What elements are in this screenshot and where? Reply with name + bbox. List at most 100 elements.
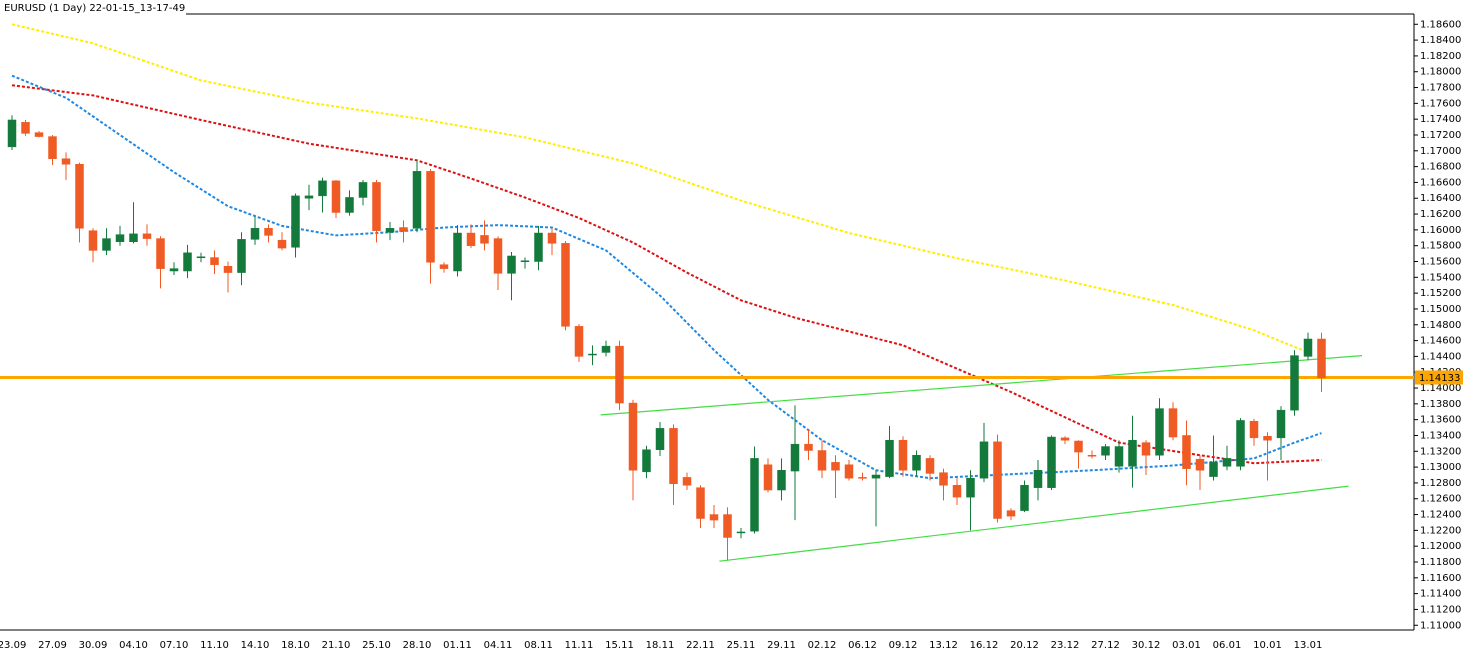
x-tick-label: 11.11: [565, 640, 594, 651]
candle-body: [1222, 458, 1232, 467]
candle-body: [1155, 408, 1164, 456]
candle-body: [34, 132, 44, 137]
candle-body: [655, 428, 665, 450]
candle-body: [129, 233, 138, 242]
x-tick-label: 11.10: [200, 640, 229, 651]
x-tick-label: 23.09: [0, 640, 26, 651]
x-tick-label: 25.10: [362, 640, 391, 651]
candle-body: [1020, 485, 1029, 511]
y-tick-label: 1.13000: [1420, 462, 1461, 473]
y-tick-label: 1.12000: [1420, 541, 1461, 552]
candle-body: [939, 472, 948, 486]
y-tick-label: 1.17200: [1420, 130, 1461, 141]
y-tick-label: 1.16400: [1420, 193, 1461, 204]
candle-body: [115, 234, 125, 242]
x-tick-label: 20.12: [1010, 640, 1039, 651]
x-tick-label: 14.10: [241, 640, 270, 651]
y-tick-label: 1.14400: [1420, 351, 1461, 362]
x-tick-label: 03.01: [1172, 640, 1201, 651]
chart-title: EURUSD (1 Day) 22-01-15_13-17-49: [4, 3, 185, 14]
candle-body: [1101, 446, 1110, 456]
x-tick-label: 18.10: [281, 640, 310, 651]
candle-body: [183, 252, 192, 272]
candle-body: [1317, 338, 1326, 378]
y-tick-label: 1.13600: [1420, 415, 1461, 426]
y-tick-label: 1.15400: [1420, 272, 1461, 283]
y-tick-label: 1.16000: [1420, 225, 1461, 236]
y-tick-label: 1.11400: [1420, 589, 1461, 600]
candle-body: [871, 474, 881, 479]
x-tick-label: 21.10: [322, 640, 351, 651]
y-tick-label: 1.17000: [1420, 146, 1461, 157]
y-tick-label: 1.11000: [1420, 620, 1461, 631]
trendline: [719, 485, 1349, 562]
y-tick-label: 1.16800: [1420, 162, 1461, 173]
x-tick-label: 27.09: [38, 640, 67, 651]
x-tick-label: 28.10: [403, 640, 432, 651]
candle-body: [520, 260, 530, 262]
candle-body: [588, 353, 597, 356]
candle-body: [979, 441, 989, 479]
candle-body: [628, 402, 638, 471]
x-tick-label: 29.11: [767, 640, 796, 651]
candle-body: [912, 454, 921, 471]
x-tick-label: 08.11: [524, 640, 553, 651]
candle-body: [358, 182, 368, 198]
candle-body: [1060, 437, 1070, 441]
candle-body: [1236, 420, 1245, 467]
candle-body: [1141, 442, 1151, 456]
candle-body: [507, 255, 516, 274]
candle-body: [1087, 454, 1097, 457]
candle-body: [993, 441, 1002, 519]
candle-body: [831, 462, 840, 471]
y-tick-label: 1.18200: [1420, 51, 1461, 62]
candle-body: [966, 477, 975, 498]
candle-body: [304, 195, 314, 199]
candle-body: [1182, 435, 1191, 469]
candle-body: [723, 514, 732, 538]
x-tick-label: 10.01: [1253, 640, 1282, 651]
candle-body: [763, 464, 773, 491]
y-tick-label: 1.13200: [1420, 446, 1461, 457]
y-tick-label: 1.12600: [1420, 494, 1461, 505]
y-tick-label: 1.15200: [1420, 288, 1461, 299]
y-tick-label: 1.15600: [1420, 257, 1461, 268]
candle-body: [385, 228, 395, 233]
candle-body: [925, 458, 935, 474]
candle-body: [615, 345, 624, 404]
candle-body: [48, 136, 57, 159]
candle-body: [1249, 420, 1259, 439]
candle-body: [61, 158, 71, 165]
candle-body: [1074, 440, 1083, 453]
y-tick-label: 1.15800: [1420, 241, 1461, 252]
x-tick-label: 01.11: [443, 640, 472, 651]
candle-body: [561, 243, 570, 327]
candle-body: [574, 326, 584, 357]
candle-body: [669, 428, 678, 484]
plot-area: [0, 13, 1415, 631]
candle-body: [318, 180, 327, 197]
y-tick-label: 1.13800: [1420, 399, 1461, 410]
y-tick-label: 1.18400: [1420, 35, 1461, 46]
candle-body: [1006, 510, 1016, 517]
candle-body: [291, 195, 300, 248]
candle-body: [777, 470, 786, 491]
candle-body: [1209, 462, 1218, 477]
x-tick-label: 27.12: [1091, 640, 1120, 651]
candle-body: [102, 238, 111, 251]
y-tick-label: 1.14800: [1420, 320, 1461, 331]
trendline: [600, 355, 1363, 416]
x-tick-label: 22.11: [686, 640, 715, 651]
candle-body: [1276, 409, 1286, 439]
candle-body: [601, 345, 611, 353]
y-tick-label: 1.16600: [1420, 177, 1461, 188]
candle-body: [7, 119, 17, 148]
y-tick-label: 1.18000: [1420, 67, 1461, 78]
candle-body: [250, 228, 260, 240]
candle-body: [345, 197, 354, 213]
candle-body: [480, 235, 489, 244]
candle-body: [682, 477, 692, 486]
candle-body: [210, 257, 219, 265]
moving-average: [11, 23, 1309, 354]
